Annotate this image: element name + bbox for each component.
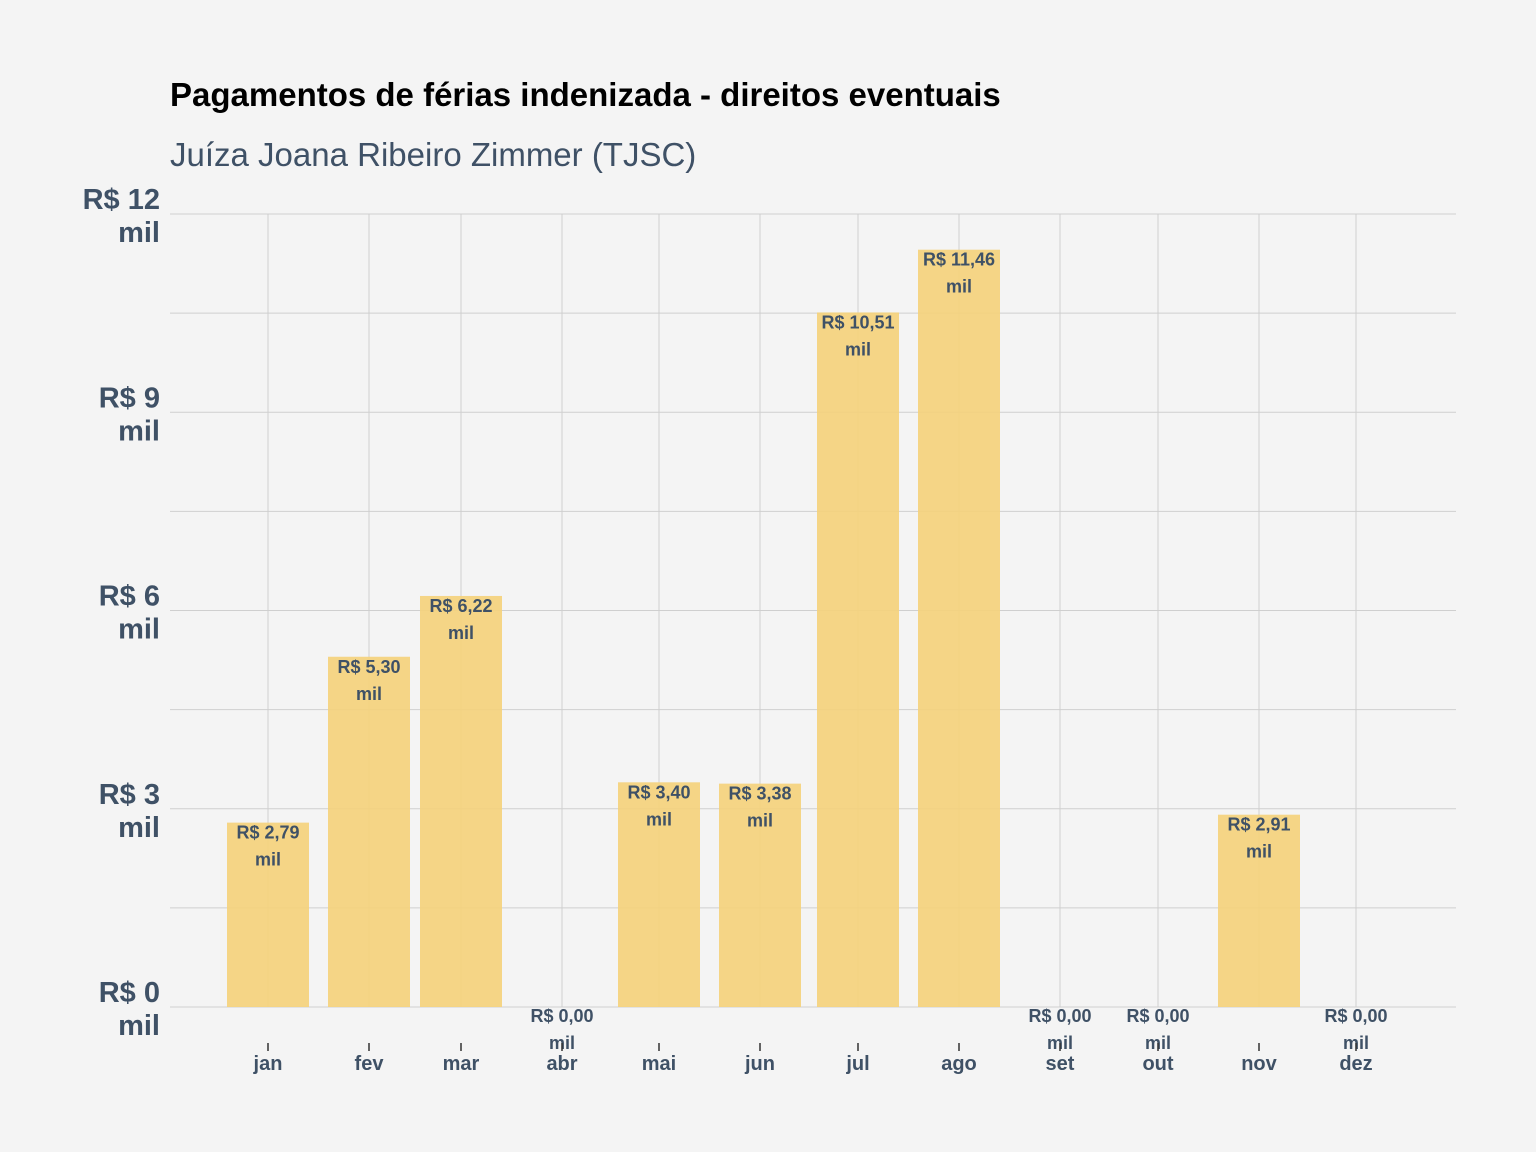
bar-fev <box>328 656 410 1007</box>
y-tick-line: R$ 12 <box>83 184 160 216</box>
y-tick-line: mil <box>118 1010 160 1042</box>
x-tick-label-fev: fev <box>355 1053 385 1075</box>
data-label-line: R$ 2,79 <box>236 823 299 843</box>
data-label-nov: R$ 2,91 mil <box>1227 815 1290 862</box>
y-tick-label: R$ 12 mil <box>83 184 160 249</box>
data-label-line: mil <box>448 623 474 643</box>
data-label-mar: R$ 6,22 mil <box>429 596 492 643</box>
bar-jun <box>719 783 801 1007</box>
data-label-line: R$ 5,30 <box>337 657 400 677</box>
x-tick-label-out: out <box>1142 1053 1173 1075</box>
x-tick-label-nov: nov <box>1241 1053 1277 1075</box>
chart-subtitle: Juíza Joana Ribeiro Zimmer (TJSC) <box>170 136 696 173</box>
x-tick-label-mar: mar <box>443 1053 480 1075</box>
bar-jan <box>227 822 309 1007</box>
data-label-line: R$ 0,00 <box>1324 1006 1387 1026</box>
x-axis: jan fev mar abr mai jun jul ago set out nov dez <box>253 1043 1373 1075</box>
y-tick-line: R$ 3 <box>99 779 160 811</box>
x-tick-label-jul: jul <box>845 1053 869 1075</box>
data-label-line: R$ 6,22 <box>429 596 492 616</box>
y-tick-label: R$ 3 mil <box>99 779 160 844</box>
data-label-line: mil <box>356 684 382 704</box>
bar-nov <box>1218 814 1300 1007</box>
chart-title: Pagamentos de férias indenizada - direit… <box>170 76 1001 113</box>
y-tick-line: mil <box>118 614 160 646</box>
x-tick-label-dez: dez <box>1339 1053 1372 1075</box>
x-tick-label-mai: mai <box>642 1053 676 1075</box>
x-tick-label-jan: jan <box>253 1053 283 1075</box>
bars <box>227 249 1300 1007</box>
bar-mar <box>420 595 502 1007</box>
data-label-mai: R$ 3,40 mil <box>627 782 690 829</box>
y-tick-line: mil <box>118 217 160 249</box>
data-label-line: R$ 3,40 <box>627 782 690 802</box>
data-label-line: mil <box>946 277 972 297</box>
data-label-jan: R$ 2,79 mil <box>236 823 299 870</box>
data-label-line: mil <box>747 811 773 831</box>
data-label-line: R$ 0,00 <box>1126 1006 1189 1026</box>
y-tick-line: mil <box>118 415 160 447</box>
x-tick-label-set: set <box>1046 1053 1075 1075</box>
data-label-line: mil <box>255 850 281 870</box>
data-label-jul: R$ 10,51 mil <box>821 312 894 359</box>
y-tick-label: R$ 0 mil <box>99 977 160 1042</box>
data-label-fev: R$ 5,30 mil <box>337 657 400 704</box>
data-label-line: mil <box>1246 842 1272 862</box>
data-label-line: R$ 2,91 <box>1227 815 1290 835</box>
x-tick-label-ago: ago <box>941 1053 977 1075</box>
y-tick-line: R$ 6 <box>99 581 160 613</box>
data-label-line: R$ 11,46 <box>923 250 995 270</box>
y-tick-label: R$ 9 mil <box>99 382 160 447</box>
data-label-ago: R$ 11,46 mil <box>923 250 995 297</box>
data-label-line: mil <box>845 339 871 359</box>
y-tick-line: R$ 9 <box>99 382 160 414</box>
data-label-line: R$ 3,38 <box>728 784 791 804</box>
data-label-line: mil <box>646 809 672 829</box>
data-label-line: R$ 10,51 <box>821 312 894 332</box>
y-tick-line: mil <box>118 812 160 844</box>
x-tick-label-abr: abr <box>546 1053 577 1075</box>
y-tick-label: R$ 6 mil <box>99 581 160 646</box>
data-label-line: R$ 0,00 <box>530 1006 593 1026</box>
x-tick-label-jun: jun <box>744 1053 775 1075</box>
data-label-line: R$ 0,00 <box>1028 1006 1091 1026</box>
bar-ago <box>918 249 1000 1007</box>
data-label-jun: R$ 3,38 mil <box>728 784 791 831</box>
y-tick-line: R$ 0 <box>99 977 160 1009</box>
bar-mai <box>618 782 700 1007</box>
bar-jul <box>817 312 899 1007</box>
